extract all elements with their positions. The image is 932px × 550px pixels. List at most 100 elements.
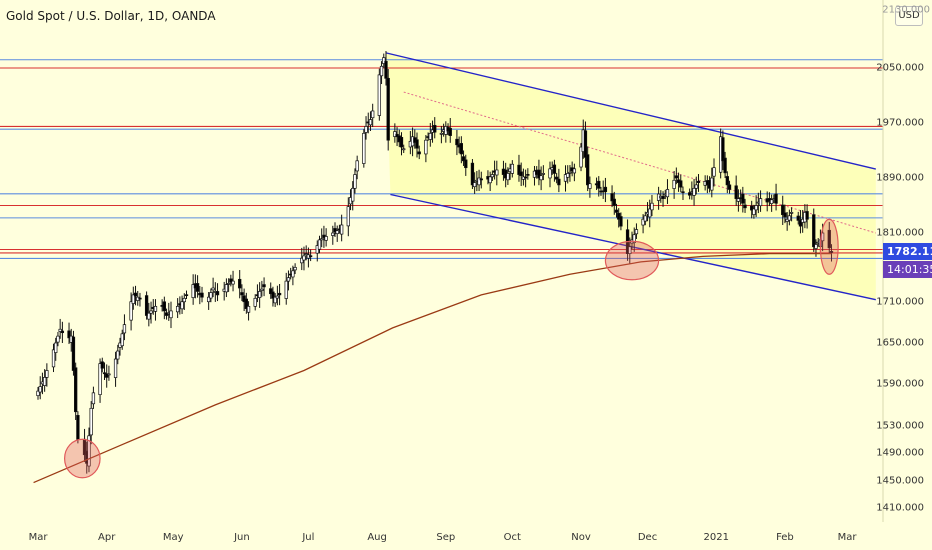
candle: [191, 274, 195, 305]
candle: [149, 301, 153, 324]
x-tick-label: Sep: [436, 532, 456, 543]
x-tick-label: Aug: [367, 532, 387, 543]
y-tick-label: 1530.000: [876, 420, 924, 431]
x-tick-label: Feb: [776, 532, 794, 543]
candle: [789, 207, 794, 222]
candle: [45, 363, 49, 387]
candle: [209, 288, 213, 303]
candle: [583, 121, 588, 168]
y-tick-label: 1410.000: [876, 502, 924, 514]
candle: [331, 225, 335, 245]
candle: [648, 199, 652, 228]
candle: [723, 151, 727, 178]
candle: [541, 165, 545, 181]
candle: [566, 165, 570, 184]
moving-average-line: [33, 252, 832, 484]
candle: [74, 362, 78, 420]
candle: [679, 174, 683, 193]
highlight-ellipse-1: [604, 240, 660, 281]
candle: [712, 158, 716, 187]
candle: [517, 154, 521, 182]
candle: [291, 265, 295, 286]
y-tick-label: 1650.000: [876, 337, 924, 349]
candle: [180, 295, 184, 314]
y-tick-label: 1970.000: [876, 117, 924, 129]
candle: [207, 292, 211, 310]
channel-lower-line: [390, 193, 876, 301]
candle: [317, 235, 322, 254]
candle: [632, 227, 636, 252]
candle: [113, 351, 118, 387]
candle: [386, 69, 390, 151]
candle: [51, 343, 56, 373]
candle: [612, 191, 616, 215]
candle: [38, 376, 42, 400]
candle: [539, 166, 543, 191]
candle: [184, 290, 189, 299]
candle: [710, 167, 714, 198]
candle: [588, 176, 592, 198]
candle: [100, 357, 104, 373]
candle: [787, 209, 792, 226]
candle: [488, 171, 492, 192]
candle: [284, 272, 288, 305]
candle: [60, 321, 65, 343]
candle: [153, 299, 158, 321]
candle: [428, 123, 432, 147]
candle: [672, 171, 676, 199]
candle: [42, 369, 47, 392]
candle: [211, 277, 215, 298]
y-tick-label: 1710.000: [876, 296, 924, 308]
candle: [603, 177, 608, 203]
candle: [353, 168, 357, 194]
currency-button[interactable]: USD: [895, 6, 923, 26]
candle: [300, 247, 304, 271]
candle: [557, 168, 561, 193]
candle: [526, 168, 530, 180]
candle: [131, 286, 135, 310]
candle: [162, 296, 166, 320]
candle: [224, 278, 229, 298]
candle: [743, 198, 747, 213]
candle: [333, 222, 337, 238]
candle: [362, 129, 366, 168]
candle: [402, 144, 406, 154]
candle: [122, 314, 127, 341]
candle: [351, 181, 355, 211]
candle: [643, 211, 647, 226]
candle: [324, 228, 328, 247]
x-tick-label: 2021: [703, 532, 729, 543]
y-tick-label: 1450.000: [876, 475, 924, 486]
y-tick-label: 1810.000: [876, 227, 924, 239]
candle: [246, 301, 251, 321]
candle: [758, 190, 763, 212]
candle: [472, 172, 477, 194]
candle: [692, 179, 696, 206]
candle: [681, 186, 685, 200]
descending-channel: [385, 52, 876, 301]
candle: [133, 285, 138, 306]
candle: [56, 332, 60, 347]
candle: [244, 292, 248, 314]
highlight-ellipses: [63, 218, 839, 479]
candle: [490, 170, 495, 181]
highlight-ellipse-2: [819, 218, 839, 275]
candle: [586, 146, 590, 192]
candle: [415, 132, 419, 158]
candle: [736, 189, 741, 212]
x-tick-label: Jun: [234, 532, 250, 543]
horizontal-levels: [0, 59, 883, 259]
candle: [459, 136, 463, 164]
candle: [661, 191, 665, 207]
x-tick-label: Apr: [98, 532, 116, 543]
candle: [687, 188, 692, 200]
candle: [510, 160, 514, 178]
y-tick-label: 1490.000: [876, 447, 924, 459]
candle: [377, 68, 381, 121]
candle: [754, 195, 758, 218]
channel-upper-line: [385, 52, 876, 170]
candle: [215, 283, 220, 302]
x-tick-label: Mar: [28, 532, 48, 543]
